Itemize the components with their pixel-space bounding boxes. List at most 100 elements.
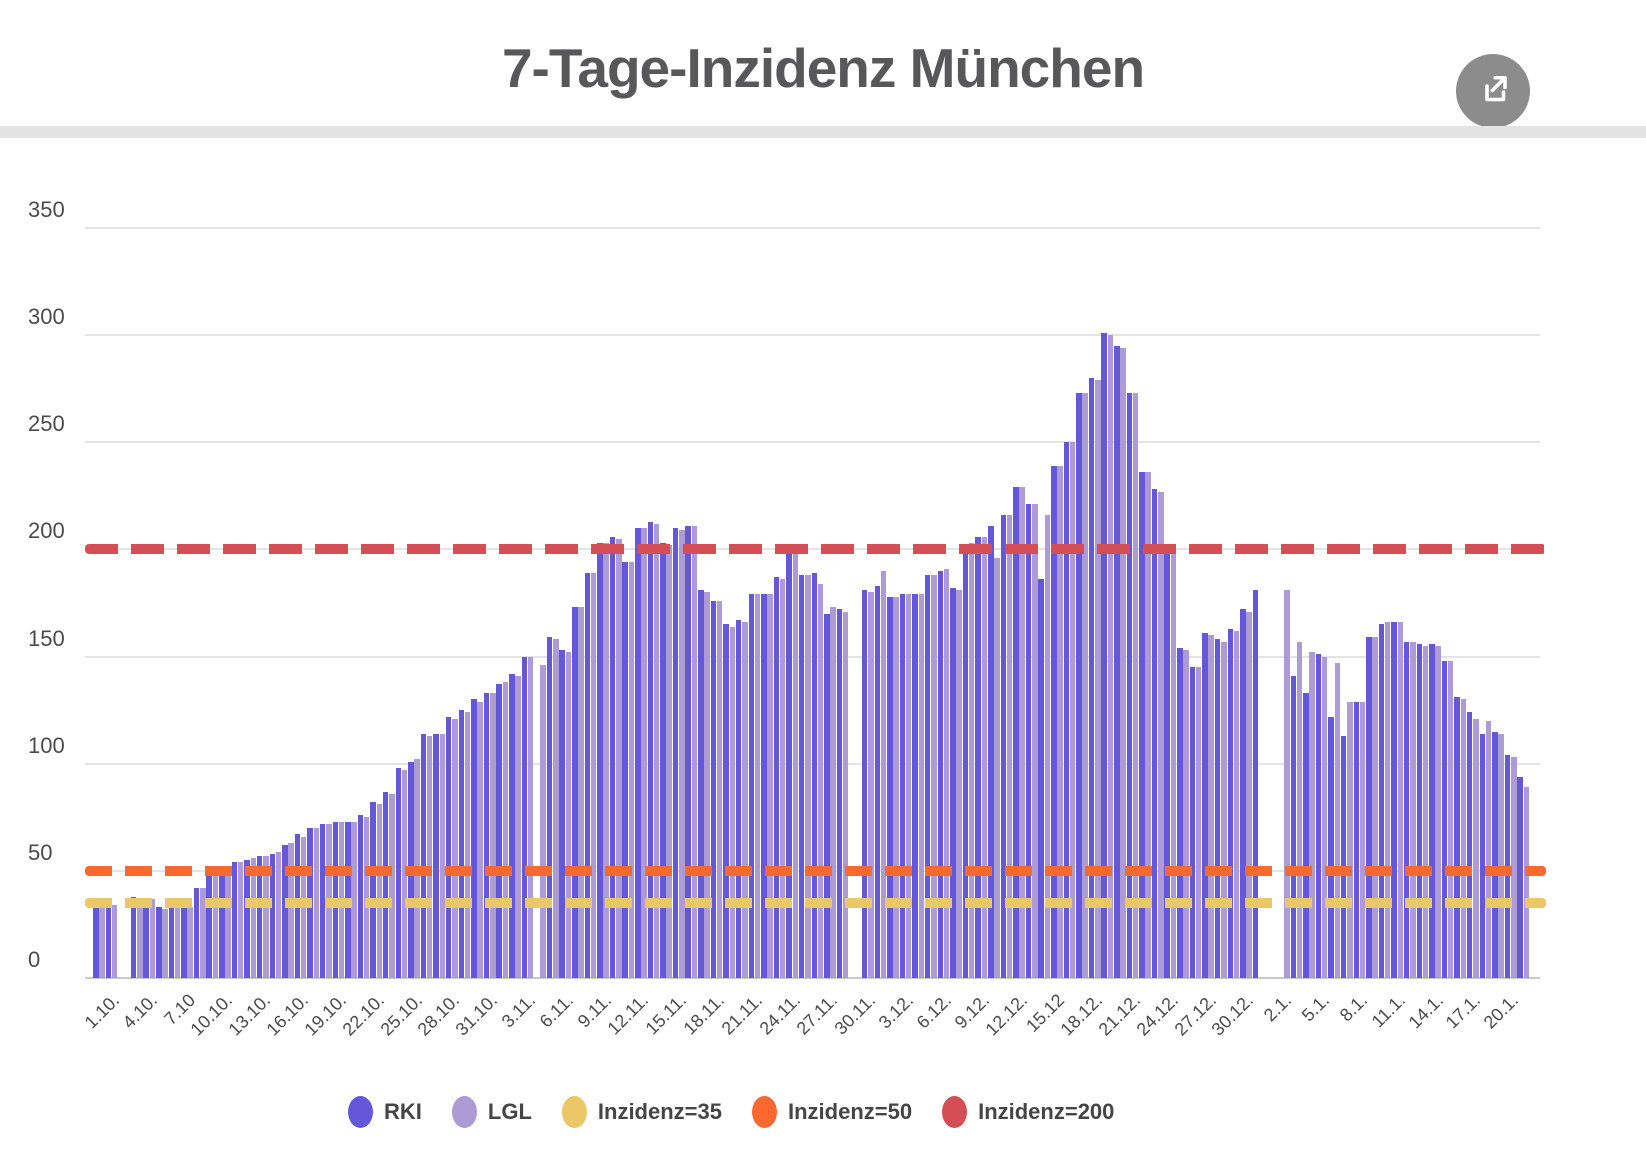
bar-lgl (1057, 465, 1063, 978)
bar-rki (1366, 637, 1372, 978)
share-button[interactable] (1456, 54, 1530, 128)
bar-rki (256, 855, 263, 978)
bar-lgl (1460, 699, 1467, 978)
header-divider (0, 126, 1646, 138)
bar-lgl (288, 843, 294, 978)
bar-lgl (1347, 701, 1353, 978)
bar-lgl (111, 905, 118, 978)
bar-lgl (1208, 635, 1214, 978)
bar-rki (962, 545, 969, 978)
y-axis-label-200: 200 (28, 518, 65, 544)
legend-label: Inzidenz=50 (787, 1099, 913, 1124)
bar-rki (1101, 333, 1107, 978)
bar-rki (1038, 579, 1044, 978)
bar-rki (206, 875, 212, 978)
bar-rki (1151, 489, 1158, 978)
bar-lgl (1447, 660, 1454, 978)
bar-rki (420, 733, 427, 978)
bar-lgl (1221, 641, 1227, 978)
bar-lgl (250, 858, 257, 978)
bar-lgl (1359, 701, 1366, 978)
bar-lgl (187, 907, 193, 978)
bar-rki (559, 650, 565, 978)
bar-rki (887, 596, 893, 978)
bar-rki (445, 716, 452, 978)
bar-lgl (225, 868, 231, 978)
bar-lgl (1523, 787, 1530, 978)
bar-rki (811, 573, 818, 978)
bar-lgl (931, 575, 937, 978)
bar-lgl (1397, 622, 1404, 978)
bar-lgl (729, 626, 736, 978)
bar-lgl (628, 562, 635, 978)
gridline-350 (85, 226, 1540, 229)
bar-rki (1227, 628, 1234, 978)
bar-lgl (149, 898, 156, 978)
bar-rki (988, 525, 994, 978)
bar-lgl (174, 903, 181, 978)
bar-rki (723, 624, 729, 978)
bar-lgl (868, 592, 874, 978)
bar-lgl (1132, 393, 1139, 978)
bar-lgl (1435, 645, 1441, 978)
legend-label: RKI (384, 1099, 422, 1124)
bar-rki (231, 862, 238, 978)
bar-rki (483, 693, 490, 978)
bar-lgl (477, 701, 483, 978)
bar-lgl (200, 888, 206, 978)
bar-rki (1441, 660, 1448, 978)
reference-line-200 (85, 544, 1546, 555)
bar-rki (1378, 624, 1385, 978)
bar-lgl (426, 735, 433, 978)
reference-line-35 (85, 897, 1546, 908)
bar-lgl (1032, 504, 1038, 978)
gridline-250 (85, 441, 1540, 444)
bar-lgl (968, 543, 975, 978)
bar-rki (130, 896, 137, 978)
bar-rki (824, 613, 830, 978)
bar-lgl (779, 579, 786, 978)
bar-lgl (1284, 590, 1290, 978)
bar-rki (168, 903, 175, 978)
bar-lgl (641, 528, 647, 978)
bar-rki (1454, 697, 1460, 978)
bar-lgl (742, 622, 748, 978)
share-icon (1475, 71, 1511, 112)
bar-rki (471, 699, 477, 978)
legend-label: Inzidenz=35 (597, 1099, 722, 1124)
bar-rki (370, 802, 376, 978)
bar-rki (698, 590, 704, 978)
legend-dot-icon (942, 1096, 968, 1128)
bar-rki (685, 525, 691, 978)
bar-lgl (137, 900, 143, 978)
bar-rki (609, 536, 616, 978)
bar-rki (521, 656, 528, 978)
bar-rki (798, 575, 805, 978)
bar-rki (584, 573, 591, 978)
bar-lgl (691, 525, 698, 978)
legend-label: LGL (487, 1099, 532, 1124)
y-axis-label-300: 300 (28, 304, 65, 330)
bar-rki (710, 600, 717, 978)
bar-rki (382, 791, 389, 978)
y-axis-label-50: 50 (28, 839, 53, 865)
bar-lgl (565, 652, 572, 978)
bar-rki (1340, 735, 1347, 978)
bar-lgl (1069, 442, 1076, 978)
legend-item-inzidenz-50: Inzidenz=50 (751, 1096, 913, 1128)
bar-lgl (893, 596, 899, 978)
bar-rki (1416, 643, 1423, 978)
bar-rki (874, 585, 881, 978)
bar-lgl (515, 675, 521, 978)
bar-rki (1315, 654, 1322, 978)
bar-rki (282, 845, 288, 978)
bar-rki (622, 562, 628, 978)
bar-rki (572, 607, 578, 978)
bar-rki (912, 594, 918, 978)
bar-lgl (1082, 393, 1088, 978)
legend-label: Inzidenz=200 (978, 1099, 1115, 1124)
bar-lgl (376, 804, 383, 978)
bar-lgl (653, 523, 660, 978)
